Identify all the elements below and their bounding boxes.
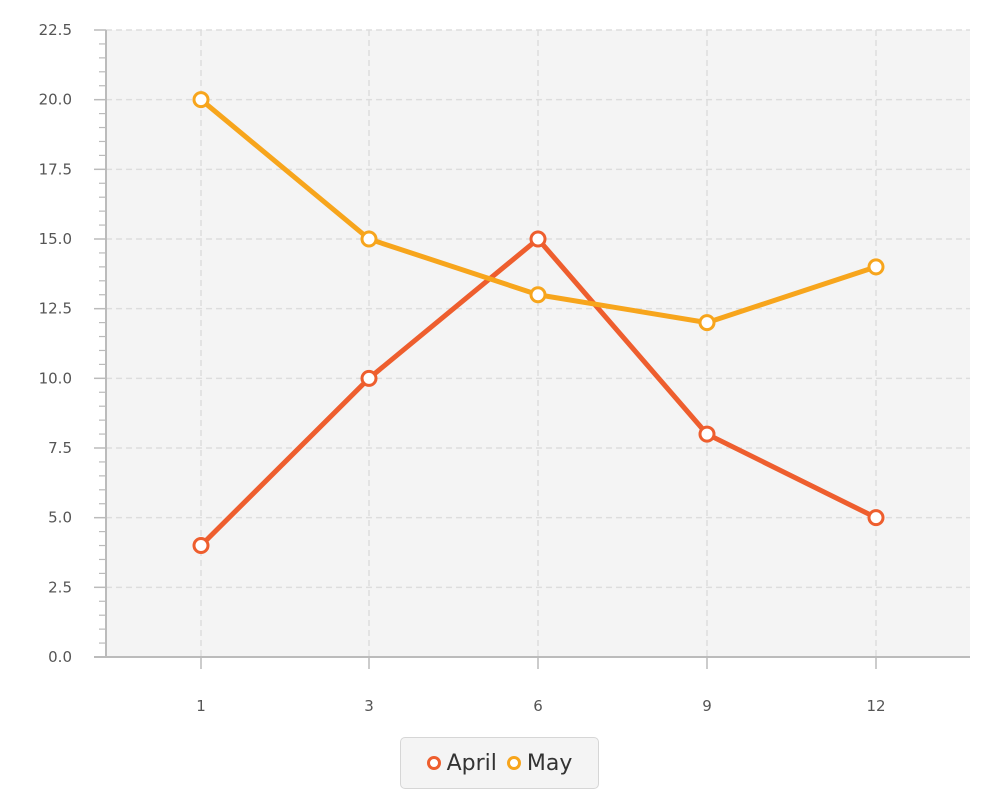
y-tick-label: 22.5 [39, 21, 72, 39]
x-tick-label: 1 [196, 697, 206, 715]
legend: April May [400, 737, 599, 789]
data-point-may[interactable] [867, 258, 885, 276]
data-point-may[interactable] [192, 91, 210, 109]
y-tick-label: 7.5 [48, 439, 72, 457]
y-tick-label: 5.0 [48, 509, 72, 527]
data-point-april[interactable] [867, 509, 885, 527]
legend-label-may: May [526, 750, 573, 776]
y-tick-label: 20.0 [39, 91, 72, 109]
y-tick-label: 12.5 [39, 300, 72, 318]
y-tick-label: 0.0 [48, 648, 72, 666]
y-tick-label: 17.5 [39, 160, 72, 178]
x-tick-label: 9 [702, 697, 712, 715]
data-point-may[interactable] [529, 286, 547, 304]
axes [94, 29, 970, 669]
series-layer [192, 91, 885, 555]
legend-label-april: April [446, 750, 497, 776]
data-point-april[interactable] [698, 425, 716, 443]
data-point-april[interactable] [529, 230, 547, 248]
legend-marker-april-icon [426, 756, 441, 770]
tick-labels: 0.0 2.5 5.0 7.5 10.0 12.5 15.0 17.5 20.0 22.5 1 3 6 9… [39, 21, 886, 715]
y-tick-label: 15.0 [39, 230, 72, 248]
x-tick-label: 6 [533, 697, 543, 715]
x-tick-label: 12 [866, 697, 885, 715]
x-tick-label: 3 [364, 697, 374, 715]
legend-marker-may-icon [506, 756, 521, 770]
legend-item-april[interactable]: April [426, 750, 497, 776]
data-point-may[interactable] [698, 314, 716, 332]
data-point-april[interactable] [360, 369, 378, 387]
data-point-may[interactable] [360, 230, 378, 248]
data-point-april[interactable] [192, 537, 210, 555]
y-tick-label: 2.5 [48, 578, 72, 596]
legend-item-may[interactable]: May [506, 750, 573, 776]
y-tick-label: 10.0 [39, 369, 72, 387]
